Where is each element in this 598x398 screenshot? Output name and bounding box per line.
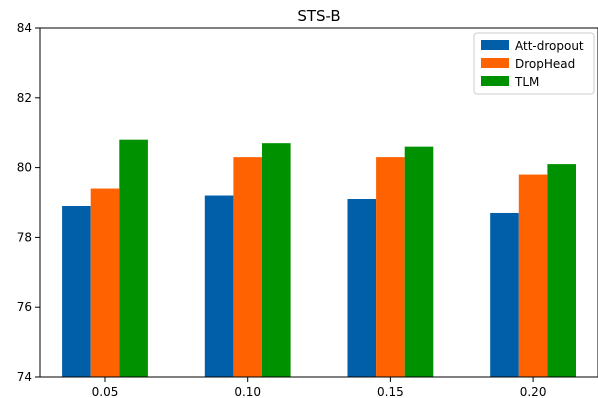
y-tick-label: 78	[17, 230, 32, 244]
bar-att-dropout-0-20	[490, 212, 519, 377]
bars	[62, 139, 576, 377]
bar-tlm-0-05	[119, 139, 148, 377]
x-tick-label: 0.05	[92, 385, 119, 398]
chart-title: STS-B	[297, 7, 340, 25]
bar-drophead-0-15	[376, 157, 405, 377]
bar-drophead-0-05	[90, 188, 120, 377]
x-tick-label: 0.10	[234, 385, 261, 398]
legend-label: TLM	[514, 75, 539, 89]
x-tick-label: 0.15	[377, 385, 404, 398]
bar-att-dropout-0-10	[204, 195, 234, 377]
plot-frame	[39, 27, 598, 378]
y-tick-label: 80	[17, 161, 32, 175]
legend-label: Att-dropout	[515, 39, 584, 53]
y-tick-label: 74	[17, 370, 32, 384]
legend-swatch	[481, 40, 509, 50]
y-tick-label: 76	[17, 300, 32, 314]
legend-swatch	[481, 58, 509, 68]
bar-att-dropout-0-15	[347, 199, 377, 377]
legend-swatch	[481, 76, 509, 86]
y-tick-label: 82	[17, 91, 32, 105]
legend-label: DropHead	[515, 57, 575, 71]
x-axis: 0.05 0.10 0.15 0.20	[92, 377, 547, 398]
bar-tlm-0-20	[547, 164, 576, 377]
bar-tlm-0-15	[404, 146, 434, 377]
bar-tlm-0-10	[262, 143, 291, 377]
y-axis: 74 76 78 80 82 84	[17, 21, 40, 384]
x-tick-label: 0.20	[520, 385, 547, 398]
y-tick-label: 84	[17, 21, 32, 35]
bar-drophead-0-10	[233, 157, 262, 377]
legend: Att-dropout DropHead TLM	[473, 32, 595, 95]
bar-att-dropout-0-05	[62, 205, 91, 377]
bar-drophead-0-20	[518, 174, 548, 377]
